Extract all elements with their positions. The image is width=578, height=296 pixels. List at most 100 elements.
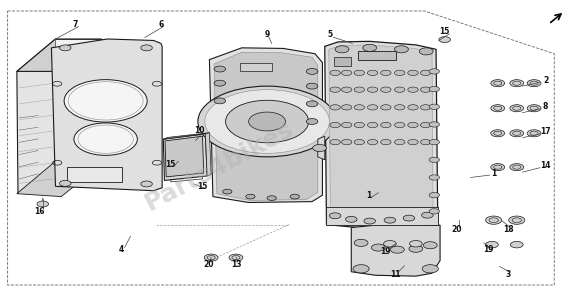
Circle shape [329, 213, 341, 219]
Circle shape [330, 87, 340, 92]
Text: 15: 15 [166, 160, 176, 169]
Polygon shape [17, 39, 102, 71]
Circle shape [354, 105, 365, 110]
Circle shape [363, 44, 377, 52]
Circle shape [510, 105, 524, 112]
Polygon shape [164, 133, 209, 139]
Circle shape [354, 87, 365, 92]
Circle shape [509, 216, 525, 224]
Circle shape [420, 87, 431, 92]
Text: 20: 20 [203, 260, 213, 269]
Circle shape [429, 69, 439, 74]
Text: 17: 17 [540, 127, 551, 136]
Circle shape [429, 157, 439, 163]
Circle shape [408, 139, 418, 145]
Circle shape [225, 100, 309, 143]
Polygon shape [325, 41, 438, 228]
Polygon shape [164, 134, 207, 180]
Circle shape [37, 201, 49, 207]
Circle shape [409, 245, 423, 252]
Circle shape [335, 46, 349, 53]
Bar [334, 57, 351, 66]
Circle shape [364, 218, 376, 224]
Circle shape [354, 139, 365, 145]
Circle shape [429, 192, 439, 198]
Circle shape [420, 139, 431, 145]
Text: 11: 11 [390, 270, 401, 279]
Text: 15: 15 [197, 182, 208, 191]
Circle shape [395, 46, 409, 53]
Circle shape [381, 122, 391, 128]
Circle shape [429, 86, 439, 92]
Circle shape [368, 70, 378, 75]
Circle shape [381, 87, 391, 92]
Circle shape [60, 45, 71, 51]
Circle shape [439, 37, 450, 43]
Circle shape [491, 80, 505, 87]
Text: 13: 13 [231, 260, 241, 269]
Circle shape [527, 105, 541, 112]
Circle shape [214, 98, 225, 104]
Circle shape [429, 209, 439, 214]
Text: 1: 1 [366, 191, 371, 200]
Circle shape [420, 122, 431, 128]
Circle shape [223, 189, 232, 194]
Circle shape [491, 164, 505, 171]
Circle shape [64, 80, 147, 122]
Circle shape [354, 239, 368, 246]
Circle shape [423, 242, 437, 249]
Text: 4: 4 [119, 245, 124, 254]
Text: 8: 8 [543, 102, 549, 111]
Polygon shape [214, 52, 318, 200]
Circle shape [368, 139, 378, 145]
Text: 5: 5 [328, 30, 333, 39]
Text: 15: 15 [439, 27, 450, 36]
Polygon shape [318, 136, 325, 160]
Circle shape [290, 194, 299, 199]
Polygon shape [165, 136, 203, 177]
Circle shape [429, 104, 439, 110]
Circle shape [395, 105, 405, 110]
Circle shape [491, 130, 505, 137]
Circle shape [420, 105, 431, 110]
Circle shape [510, 242, 523, 248]
Circle shape [246, 194, 255, 199]
Polygon shape [55, 39, 102, 164]
Circle shape [381, 139, 391, 145]
Text: 10: 10 [194, 126, 205, 135]
Text: 2: 2 [543, 76, 548, 85]
Circle shape [74, 123, 138, 155]
Text: 3: 3 [506, 270, 511, 279]
Circle shape [368, 87, 378, 92]
Circle shape [342, 70, 352, 75]
Polygon shape [17, 39, 57, 194]
Circle shape [408, 70, 418, 75]
Polygon shape [17, 161, 102, 197]
Circle shape [306, 118, 318, 124]
Circle shape [60, 180, 71, 186]
Circle shape [141, 181, 153, 187]
Circle shape [368, 122, 378, 128]
Circle shape [419, 48, 433, 55]
Text: 1: 1 [491, 168, 497, 178]
Bar [240, 62, 272, 71]
Circle shape [395, 87, 405, 92]
Circle shape [229, 254, 243, 261]
Text: 19: 19 [483, 245, 493, 254]
Circle shape [204, 254, 218, 261]
Circle shape [384, 217, 396, 223]
Text: 19: 19 [381, 247, 391, 256]
Circle shape [395, 70, 405, 75]
Circle shape [420, 70, 431, 75]
Circle shape [408, 105, 418, 110]
Circle shape [510, 130, 524, 137]
Circle shape [408, 122, 418, 128]
Text: 14: 14 [540, 161, 551, 170]
Text: 6: 6 [158, 20, 164, 29]
Bar [67, 167, 122, 182]
Circle shape [346, 216, 357, 222]
Circle shape [306, 101, 318, 107]
Circle shape [429, 122, 439, 127]
Polygon shape [329, 45, 433, 226]
Circle shape [330, 122, 340, 128]
